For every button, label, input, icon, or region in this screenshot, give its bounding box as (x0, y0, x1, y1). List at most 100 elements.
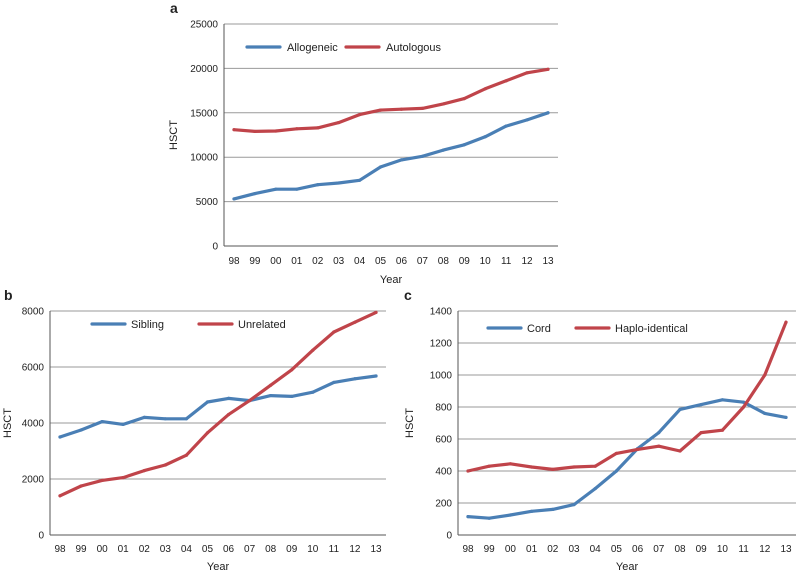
data-point (253, 129, 257, 134)
data-point (487, 516, 491, 520)
data-point (358, 112, 362, 117)
data-point (546, 67, 550, 71)
legend-label: Cord (527, 323, 551, 335)
data-point (205, 400, 210, 404)
legend-label: Allogeneic (287, 42, 338, 54)
data-point (483, 135, 487, 139)
data-point (163, 417, 167, 421)
data-point (184, 453, 188, 457)
y-tick-label: 6000 (22, 363, 45, 374)
data-point (546, 111, 550, 115)
data-point (295, 127, 299, 131)
data-point (290, 368, 294, 372)
series-line-haplo-identical (466, 320, 788, 473)
data-point (593, 464, 597, 468)
x-tick-label: 10 (307, 544, 319, 555)
data-point (657, 431, 661, 435)
data-point (269, 393, 273, 398)
data-point (79, 428, 83, 432)
data-point (525, 71, 529, 75)
data-point (508, 513, 512, 517)
y-axis-title: HSCT (168, 120, 180, 150)
panel-label: a (170, 0, 178, 16)
data-point (58, 435, 62, 439)
legend-label: Unrelated (238, 319, 286, 331)
x-tick-label: 11 (738, 544, 749, 555)
data-point (253, 192, 257, 196)
x-tick-label: 09 (696, 544, 708, 555)
data-point (720, 428, 725, 432)
data-point (332, 330, 336, 334)
x-tick-label: 99 (484, 544, 496, 555)
data-point (614, 451, 619, 455)
data-point (316, 183, 320, 187)
data-point (678, 407, 682, 411)
x-tick-label: 02 (312, 256, 324, 267)
x-tick-label: 05 (611, 544, 623, 555)
y-tick-label: 4000 (22, 419, 45, 430)
data-point (572, 465, 576, 469)
x-tick-label: 12 (759, 544, 771, 555)
x-tick-label: 02 (547, 544, 559, 555)
x-tick-label: 12 (522, 256, 534, 267)
data-point (374, 310, 378, 314)
x-tick-label: 01 (526, 544, 538, 555)
x-tick-label: 13 (370, 544, 382, 555)
x-tick-label: 13 (780, 544, 792, 555)
y-tick-label: 1400 (430, 307, 453, 318)
chart-panel-b: 0 2000 4000 6000 8000 98 99 00 01 02 03 04 05 06 07 08 0… (2, 287, 386, 573)
data-point (232, 128, 236, 132)
data-point (551, 467, 555, 471)
data-point (720, 398, 725, 402)
x-tick-label: 09 (459, 256, 471, 267)
data-point (295, 187, 299, 191)
data-point (399, 107, 404, 111)
data-point (79, 484, 83, 488)
data-point (337, 120, 341, 125)
x-tick-label: 99 (76, 544, 88, 555)
x-tick-label: 11 (501, 256, 512, 267)
y-tick-label: 200 (435, 499, 452, 510)
data-point (232, 197, 236, 201)
data-point (530, 465, 534, 469)
data-point (142, 469, 146, 473)
x-tick-label: 98 (54, 544, 66, 555)
panel-label: c (404, 287, 412, 303)
chart-panel-a: 0 5000 10000 15000 20000 25000 98 99 00 01 02 03 04 0… (168, 0, 558, 286)
data-point (378, 165, 383, 169)
data-point (614, 469, 619, 473)
data-point (121, 476, 125, 480)
data-point (121, 422, 125, 426)
data-point (784, 415, 788, 419)
data-point (274, 187, 278, 191)
data-point (462, 143, 466, 147)
data-point (226, 396, 231, 400)
series-line-autologous (232, 67, 550, 133)
data-point (226, 413, 231, 417)
data-point (699, 403, 703, 407)
data-point (678, 449, 682, 453)
data-point (378, 108, 383, 112)
series-line-unrelated (58, 310, 378, 498)
x-tick-label: 07 (244, 544, 256, 555)
x-tick-label: 01 (291, 256, 303, 267)
series-line-cord (466, 398, 788, 520)
x-tick-label: 01 (118, 544, 130, 555)
data-point (353, 377, 357, 381)
data-point (657, 444, 661, 448)
y-tick-label: 20000 (190, 64, 218, 75)
y-tick-label: 25000 (190, 20, 218, 31)
x-tick-label: 07 (653, 544, 665, 555)
x-tick-label: 08 (265, 544, 277, 555)
data-point (58, 494, 62, 498)
x-tick-label: 04 (590, 544, 602, 555)
data-point (353, 320, 357, 324)
data-point (504, 124, 508, 128)
x-tick-label: 02 (139, 544, 151, 555)
data-point (100, 478, 104, 482)
x-axis-title: Year (616, 561, 639, 573)
x-axis-title: Year (207, 561, 230, 573)
x-tick-label: 04 (181, 544, 193, 555)
legend-label: Haplo-identical (615, 323, 688, 335)
